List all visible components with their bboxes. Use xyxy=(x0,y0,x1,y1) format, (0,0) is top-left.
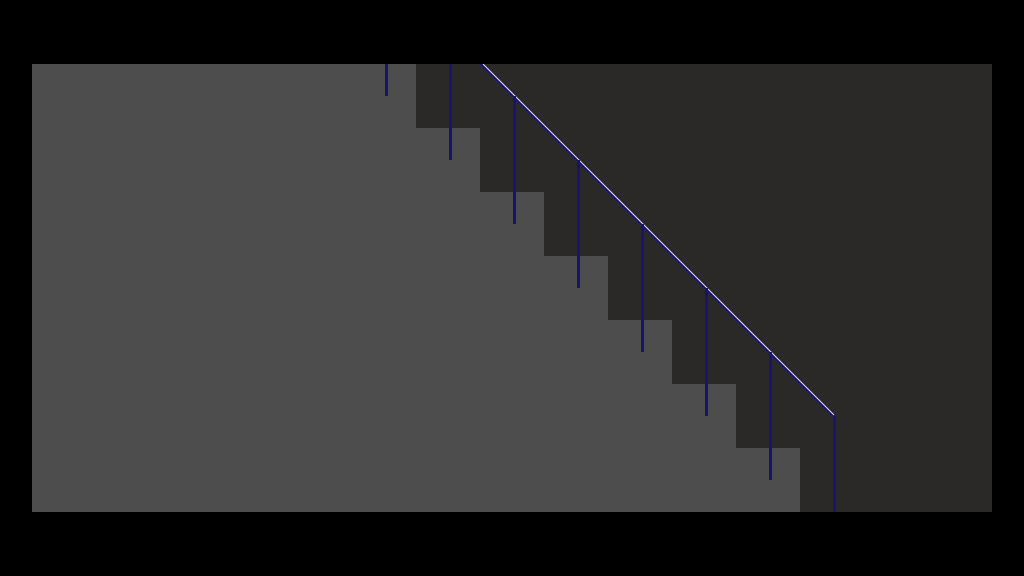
railing-baluster xyxy=(705,288,708,416)
stair-railing xyxy=(385,64,836,512)
railing-baluster xyxy=(577,160,580,288)
railing-baluster xyxy=(769,352,772,480)
staircase-scene xyxy=(32,64,992,512)
railing-baluster xyxy=(833,416,836,512)
handrail xyxy=(479,64,836,418)
railing-baluster xyxy=(449,64,452,160)
staircase-steps xyxy=(32,64,800,512)
railing-baluster xyxy=(641,224,644,352)
railing-baluster xyxy=(513,96,516,224)
railing-baluster xyxy=(385,64,388,96)
handrail-highlight xyxy=(482,64,835,416)
game-viewport xyxy=(32,64,992,512)
